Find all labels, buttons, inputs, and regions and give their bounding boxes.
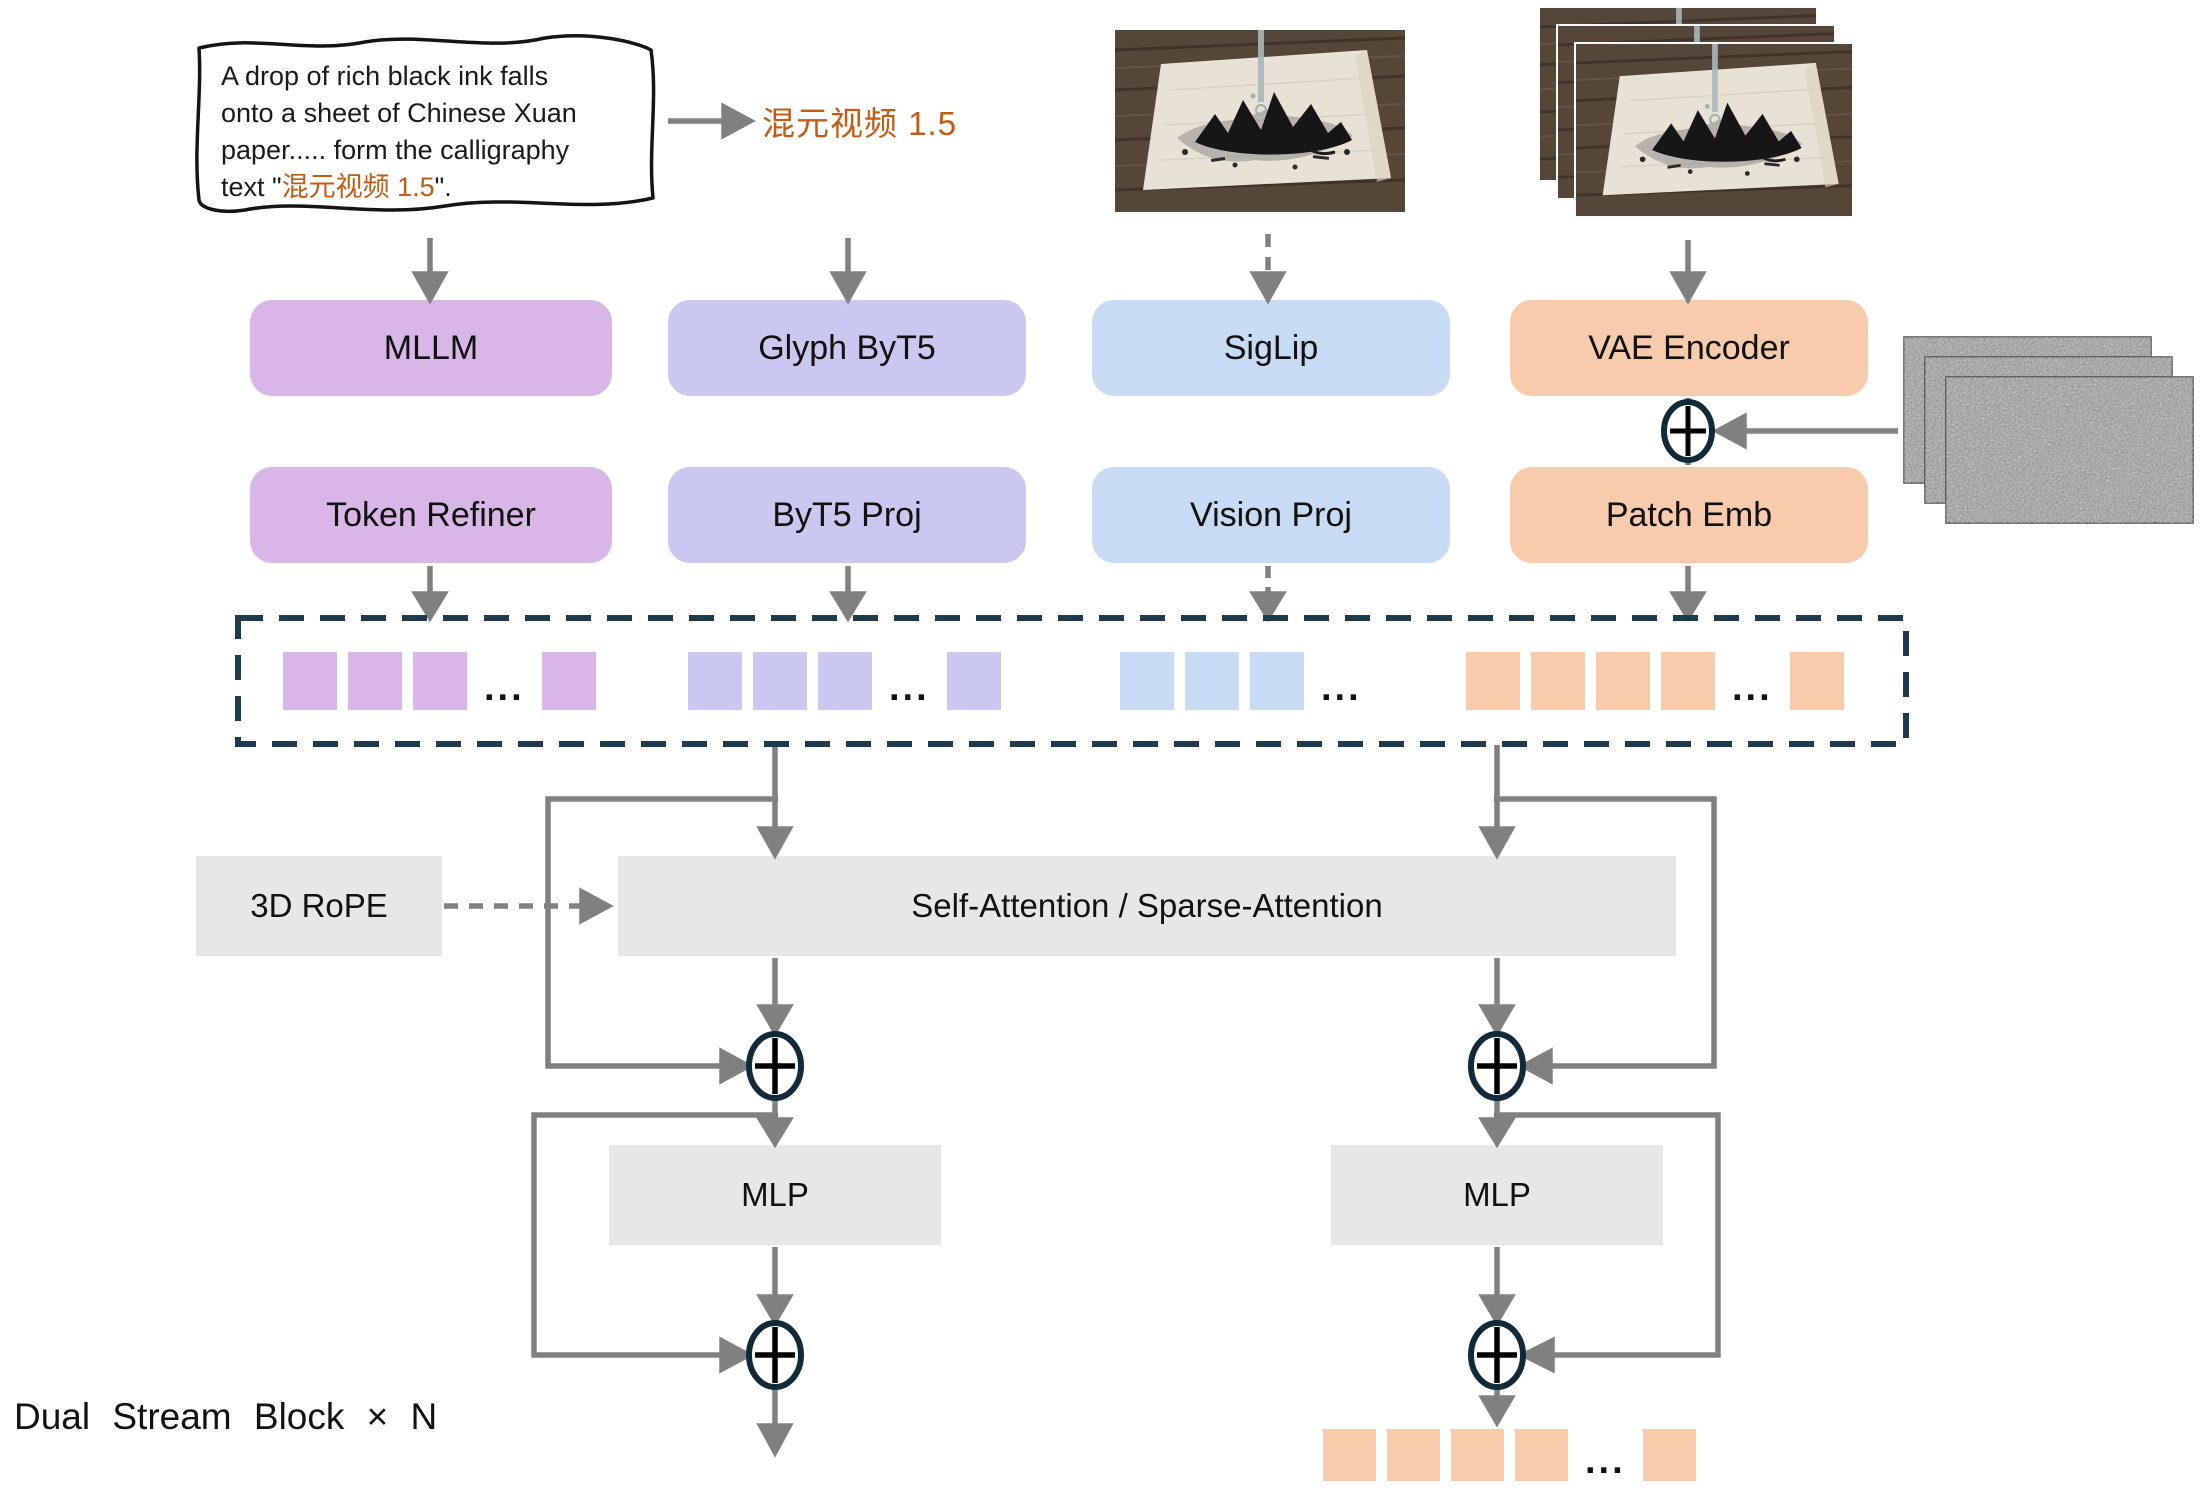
output-token-group: ... [1323,1426,1696,1483]
prompt-line: text "混元视频 1.5". [221,169,641,206]
dual-stream-caption: Dual Stream Block × N [14,1396,438,1437]
video-frames-stack [1538,6,1855,220]
token-square [1515,1428,1568,1481]
attention-to-add-right-arrow [1478,958,1516,1037]
token-square [946,652,1001,710]
hand-drawn-border [195,34,656,213]
ellipsis: ... [1585,1440,1626,1482]
prompt-text-box: A drop of rich black ink falls onto a sh… [185,28,665,220]
vision-proj-box: Vision Proj [1092,467,1450,563]
prompt-line-prefix: text " [221,172,282,202]
token-square [1531,652,1585,710]
token-refiner-box: Token Refiner [250,467,612,563]
patch-emb-box: Patch Emb [1510,467,1868,563]
siglip-box: SigLip [1092,300,1450,396]
mlp-right-box: MLP [1331,1145,1663,1245]
token-square [1466,652,1520,710]
add-icon [746,1031,804,1101]
glyph-text-label: 混元视频 1.5 [762,105,958,142]
prompt-line: onto a sheet of Chinese Xuan [221,98,577,128]
stream-output-left-arrow [756,1388,794,1458]
prompt-to-mllm-arrow [411,238,449,305]
token-square [541,652,596,710]
prompt-text: A drop of rich black ink falls onto a sh… [221,58,641,206]
add-icon [1468,1031,1526,1101]
token-square [1185,652,1239,710]
mlp-to-add-right-arrow [1478,1247,1516,1327]
token-square [348,652,402,710]
tokens-to-attention-left-arrow [756,745,794,860]
token-square [753,652,807,710]
vision-token-group: ... [1120,652,1368,710]
prompt-to-label-arrow [668,102,756,140]
token-square [1250,652,1304,710]
add-icon [1468,1320,1526,1390]
ink-painting-image [1115,30,1405,212]
attention-to-add-left-arrow [756,958,794,1037]
stream-output-right-arrow [1478,1388,1516,1428]
ellipsis: ... [1321,666,1362,709]
token-square [818,652,872,710]
rope-to-attention-arrow [444,887,614,925]
add-to-mlp-left-arrow [756,1098,794,1149]
token-square [1120,652,1174,710]
mllm-token-group: ... [283,652,596,710]
frames-to-vae-arrow [1669,240,1707,305]
prompt-line-suffix: ". [434,172,452,202]
label-to-glyph-byt5-arrow [829,238,867,305]
latent-token-group: ... [1466,652,1844,710]
add-icon [746,1320,804,1390]
tokens-to-attention-right-arrow [1478,745,1516,860]
byt5-proj-box: ByT5 Proj [668,467,1026,563]
ellipsis: ... [484,666,525,709]
byt5-token-group: ... [688,652,1001,710]
attention-box: Self-Attention / Sparse-Attention [618,856,1676,956]
glyph-text-highlight: 混元视频 1.5 [281,172,435,202]
token-square [1387,1428,1440,1481]
token-square [283,652,337,710]
add-to-mlp-right-arrow [1478,1098,1516,1149]
video-frame [1574,42,1854,218]
glyph-byt5-box: Glyph ByT5 [668,300,1026,396]
mlp-to-add-left-arrow [756,1247,794,1327]
ellipsis: ... [889,666,930,709]
token-square [1596,652,1650,710]
token-square [413,652,467,710]
token-square [1451,1428,1504,1481]
prompt-line: paper..... form the calligraphy [221,135,570,165]
byt5-proj-to-tokens-arrow [829,566,867,623]
token-square [1642,1428,1696,1481]
mllm-box: MLLM [250,300,612,396]
token-square [688,652,742,710]
prompt-line: A drop of rich black ink falls [221,61,549,91]
noise-frame [1945,376,2194,524]
vae-encoder-box: VAE Encoder [1510,300,1868,396]
image-to-siglip-arrow [1249,234,1287,305]
token-square [1789,652,1844,710]
ellipsis: ... [1732,666,1773,709]
patch-emb-to-tokens-arrow [1669,566,1707,623]
mlp-left-box: MLP [609,1145,941,1245]
token-square [1661,652,1715,710]
add-icon [1661,399,1715,463]
token-square [1323,1428,1376,1481]
noise-to-add-arrow [1712,412,1898,450]
token-refiner-to-tokens-arrow [411,566,449,623]
vision-proj-to-tokens-arrow [1249,566,1287,623]
noise-frames [1903,336,2194,524]
rope-box: 3D RoPE [196,856,442,956]
